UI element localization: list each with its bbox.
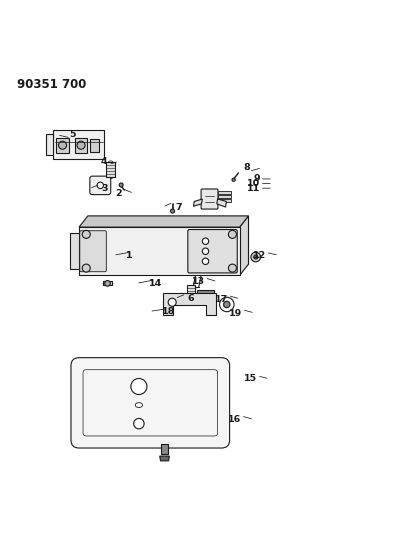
Polygon shape [160,456,169,461]
Ellipse shape [108,161,113,163]
Circle shape [232,178,235,181]
Circle shape [134,418,144,429]
Circle shape [82,230,90,238]
Text: 1: 1 [126,251,132,260]
Circle shape [168,298,176,306]
Bar [56,138,69,153]
Circle shape [202,238,209,245]
Text: 16: 16 [229,415,242,424]
Circle shape [224,301,230,308]
Circle shape [58,141,66,149]
Circle shape [105,280,110,286]
Bar [75,138,87,153]
Bar [103,281,112,285]
Text: 12: 12 [253,251,266,260]
Circle shape [170,209,174,213]
Text: 7: 7 [175,203,182,212]
Circle shape [119,183,123,187]
Bar [106,162,115,177]
Text: 13: 13 [192,277,205,286]
Text: 5: 5 [69,130,76,139]
Polygon shape [88,216,249,264]
Polygon shape [53,130,104,159]
Polygon shape [193,199,202,206]
Ellipse shape [135,402,143,408]
Text: 15: 15 [244,375,258,383]
Ellipse shape [108,176,113,179]
FancyBboxPatch shape [71,358,230,448]
Polygon shape [240,216,249,276]
Text: 14: 14 [148,279,162,288]
Circle shape [229,230,237,238]
Bar [218,199,231,202]
Bar [218,195,231,198]
FancyBboxPatch shape [90,176,111,195]
Circle shape [220,297,234,312]
Text: 3: 3 [102,184,108,193]
Circle shape [202,248,209,254]
Polygon shape [197,290,214,300]
Bar [187,285,195,296]
Circle shape [190,296,195,301]
Text: 18: 18 [162,307,175,316]
Text: 17: 17 [215,295,228,303]
Circle shape [97,182,104,189]
Text: 9: 9 [254,174,260,183]
Text: 8: 8 [243,163,250,172]
Text: 10: 10 [247,179,260,188]
Polygon shape [70,233,79,269]
Text: 6: 6 [187,294,194,303]
Text: 19: 19 [229,309,243,318]
FancyBboxPatch shape [188,230,237,273]
Bar [218,191,231,194]
Polygon shape [163,293,216,316]
Circle shape [77,141,85,149]
Polygon shape [79,216,249,227]
Text: 11: 11 [247,184,260,193]
Circle shape [229,264,237,272]
Text: 90351 700: 90351 700 [17,78,86,91]
Circle shape [82,264,90,272]
FancyBboxPatch shape [201,189,218,209]
Circle shape [202,258,209,264]
Polygon shape [79,227,240,276]
FancyBboxPatch shape [80,231,106,272]
Text: 4: 4 [100,157,107,166]
Bar [90,139,100,152]
Polygon shape [46,134,53,155]
Circle shape [131,378,147,394]
Text: 2: 2 [115,189,122,198]
Bar [161,444,168,454]
Circle shape [254,255,258,259]
Circle shape [251,252,260,262]
Polygon shape [217,199,226,207]
